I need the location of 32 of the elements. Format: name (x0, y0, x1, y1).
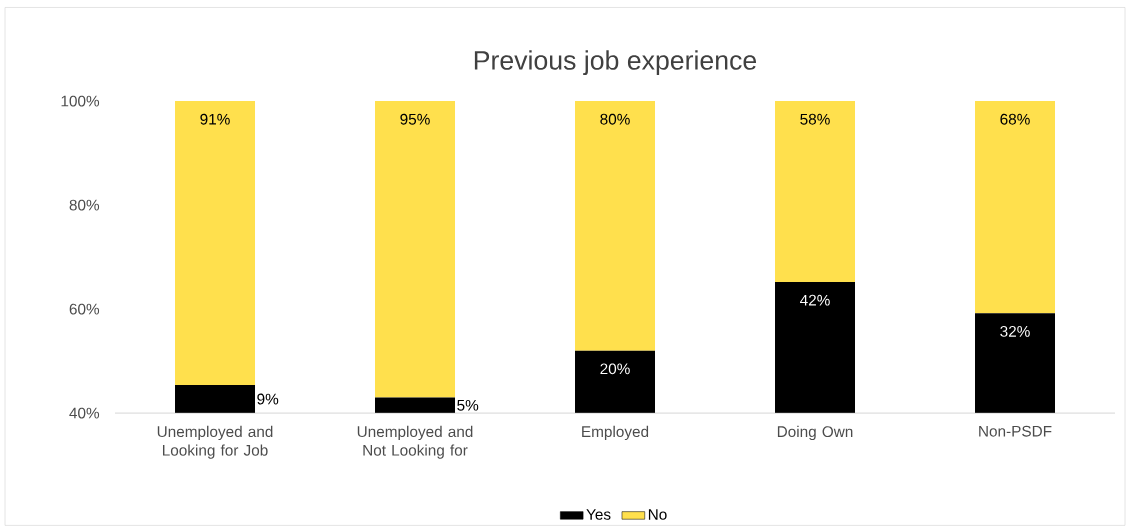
y-tick-label: 100% (61, 95, 100, 107)
bar (975, 101, 1055, 314)
data-label: 20% (600, 363, 630, 375)
data-label: 9% (257, 393, 279, 405)
data-label: 32% (1000, 325, 1030, 337)
bar (375, 101, 456, 398)
data-label: 58% (800, 113, 830, 125)
y-tick-label: 60% (69, 303, 100, 315)
bar (175, 101, 256, 385)
bar (975, 313, 1055, 414)
x-tick-label: Unemployed and Not Looking for (357, 425, 473, 459)
data-label: 42% (800, 294, 830, 306)
x-tick-label: Unemployed and Looking for Job (157, 425, 273, 459)
data-label: 91% (200, 113, 230, 125)
legend-label: Yes (586, 509, 611, 520)
bar (775, 101, 856, 282)
bar (375, 397, 456, 414)
bar (175, 384, 256, 414)
bar (775, 281, 856, 414)
legend-label: No (648, 509, 667, 520)
data-label: 5% (457, 399, 479, 411)
bar (575, 101, 656, 351)
chart-title: Previous job experience (474, 50, 757, 75)
x-tick-label: Doing Own (777, 425, 853, 441)
y-tick-label: 80% (69, 199, 100, 211)
data-label: 95% (400, 113, 430, 125)
data-label: 80% (600, 113, 630, 125)
x-tick-label: Employed (582, 425, 649, 441)
data-label: 68% (1000, 113, 1030, 125)
x-tick-label: Non-PSDF (979, 425, 1052, 437)
bar (575, 350, 656, 414)
y-tick-label: 40% (69, 407, 100, 419)
